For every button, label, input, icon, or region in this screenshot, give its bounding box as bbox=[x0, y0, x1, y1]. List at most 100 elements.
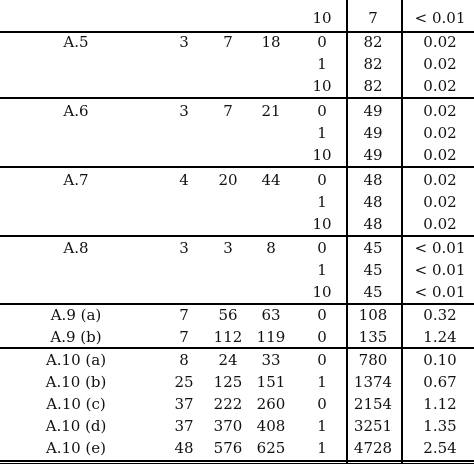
table-cell: 135 bbox=[358, 328, 388, 346]
table-cell: 0.10 bbox=[423, 351, 457, 369]
row-label: A.8 bbox=[63, 239, 89, 257]
row-label: A.5 bbox=[63, 33, 89, 51]
table-cell: 0 bbox=[317, 395, 327, 413]
table-cell: 125 bbox=[213, 373, 243, 391]
table-cell: 10 bbox=[312, 283, 332, 301]
table-cell: 56 bbox=[218, 306, 238, 324]
row-label: A.10 (e) bbox=[45, 439, 107, 457]
group-divider bbox=[0, 303, 474, 305]
column-divider bbox=[401, 0, 403, 463]
group-divider bbox=[0, 166, 474, 168]
table-cell: 1.24 bbox=[423, 328, 457, 346]
table-cell: 0.02 bbox=[423, 124, 457, 142]
table-cell: 4 bbox=[179, 171, 189, 189]
table-cell: 0.02 bbox=[423, 33, 457, 51]
table-cell: 0.02 bbox=[423, 55, 457, 73]
table-cell: 3 bbox=[223, 239, 233, 257]
table-cell: 10 bbox=[312, 9, 332, 27]
row-label: A.10 (a) bbox=[45, 351, 107, 369]
table-cell: 576 bbox=[213, 439, 243, 457]
row-label: A.10 (b) bbox=[45, 373, 107, 391]
table-cell: 63 bbox=[261, 306, 281, 324]
row-label: A.9 (a) bbox=[50, 306, 102, 324]
table-cell: 0 bbox=[317, 33, 327, 51]
table-cell: 25 bbox=[174, 373, 194, 391]
table-cell: 8 bbox=[266, 239, 276, 257]
table-cell: < 0.01 bbox=[414, 283, 466, 301]
table-cell: 44 bbox=[261, 171, 281, 189]
table-cell: 119 bbox=[256, 328, 286, 346]
row-label: A.10 (d) bbox=[45, 417, 107, 435]
table-cell: 48 bbox=[363, 215, 383, 233]
table-cell: 7 bbox=[179, 328, 189, 346]
table-cell: 222 bbox=[213, 395, 243, 413]
table-cell: 0 bbox=[317, 102, 327, 120]
table-cell: 1 bbox=[317, 417, 327, 435]
table-cell: 0.02 bbox=[423, 102, 457, 120]
table-cell: 2.54 bbox=[423, 439, 457, 457]
table-cell: 82 bbox=[363, 77, 383, 95]
table-cell: 0.02 bbox=[423, 215, 457, 233]
table-cell: 37 bbox=[174, 395, 194, 413]
table-cell: 37 bbox=[174, 417, 194, 435]
table-cell: 1.12 bbox=[423, 395, 457, 413]
table-cell: 2154 bbox=[353, 395, 393, 413]
table-bottom-rule bbox=[0, 463, 474, 464]
table-cell: < 0.01 bbox=[414, 239, 466, 257]
table-cell: 1.35 bbox=[423, 417, 457, 435]
table-cell: 0.67 bbox=[423, 373, 457, 391]
table-cell: 1 bbox=[317, 439, 327, 457]
row-label: A.6 bbox=[63, 102, 89, 120]
table-cell: 7 bbox=[223, 33, 233, 51]
table-cell: 45 bbox=[363, 283, 383, 301]
table-cell: 0.02 bbox=[423, 193, 457, 211]
table-cell: 112 bbox=[213, 328, 243, 346]
table-cell: 1 bbox=[317, 55, 327, 73]
table-cell: 10 bbox=[312, 77, 332, 95]
table-cell: 3 bbox=[179, 33, 189, 51]
table-cell: 7 bbox=[179, 306, 189, 324]
table-cell: 1 bbox=[317, 124, 327, 142]
table-cell: 48 bbox=[363, 171, 383, 189]
table-cell: 45 bbox=[363, 261, 383, 279]
table-cell: 108 bbox=[358, 306, 388, 324]
table-cell: 1 bbox=[317, 261, 327, 279]
table-cell: 20 bbox=[218, 171, 238, 189]
table-cell: 82 bbox=[363, 55, 383, 73]
table-cell: < 0.01 bbox=[414, 261, 466, 279]
table-cell: 24 bbox=[218, 351, 238, 369]
table-cell: 7 bbox=[368, 9, 378, 27]
table-cell: 1374 bbox=[353, 373, 393, 391]
table-cell: 49 bbox=[363, 146, 383, 164]
table-cell: 260 bbox=[256, 395, 286, 413]
table-cell: 49 bbox=[363, 124, 383, 142]
group-divider bbox=[0, 97, 474, 99]
table-cell: 3251 bbox=[353, 417, 393, 435]
table-cell: 370 bbox=[213, 417, 243, 435]
table-cell: 408 bbox=[256, 417, 286, 435]
table-cell: 0 bbox=[317, 239, 327, 257]
group-divider bbox=[0, 235, 474, 237]
row-label: A.9 (b) bbox=[50, 328, 102, 346]
table-cell: 0 bbox=[317, 171, 327, 189]
table-cell: 1 bbox=[317, 373, 327, 391]
table-cell: 10 bbox=[312, 215, 332, 233]
table-cell: 3 bbox=[179, 239, 189, 257]
table-bottom-rule bbox=[0, 460, 474, 462]
table-cell: 0.02 bbox=[423, 171, 457, 189]
row-label: A.7 bbox=[63, 171, 89, 189]
table-cell: 3 bbox=[179, 102, 189, 120]
table-cell: 151 bbox=[256, 373, 286, 391]
table-cell: 0 bbox=[317, 328, 327, 346]
table-cell: 4728 bbox=[353, 439, 393, 457]
table-cell: 49 bbox=[363, 102, 383, 120]
table-cell: 1 bbox=[317, 193, 327, 211]
table-cell: 7 bbox=[223, 102, 233, 120]
table-cell: 18 bbox=[261, 33, 281, 51]
table-cell: 0.02 bbox=[423, 146, 457, 164]
table-cell: 780 bbox=[358, 351, 388, 369]
table-cell: < 0.01 bbox=[414, 9, 466, 27]
table-cell: 0.02 bbox=[423, 77, 457, 95]
table-cell: 0.32 bbox=[423, 306, 457, 324]
